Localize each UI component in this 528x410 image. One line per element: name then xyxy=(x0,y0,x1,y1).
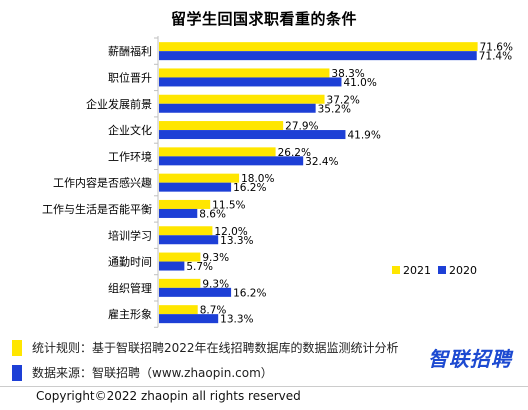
copyright-text: Copyright©2022 zhaopin all rights reserv… xyxy=(36,389,301,403)
data-label-2021: 37.2% xyxy=(327,94,360,106)
data-label-2020: 41.0% xyxy=(343,77,376,89)
data-label-2021: 38.3% xyxy=(331,68,364,80)
data-label-2020: 16.2% xyxy=(233,182,266,194)
footnote-rule: 统计规则：基于智联招聘2022年在线招聘数据库的数据监测统计分析 xyxy=(12,339,399,356)
category-label: 工作环境 xyxy=(108,149,152,163)
data-label-2020: 35.2% xyxy=(318,103,351,115)
bar-2021 xyxy=(159,252,201,262)
category-label: 薪酬福利 xyxy=(108,44,152,58)
bar-2020 xyxy=(159,182,232,192)
bar-2020 xyxy=(159,208,198,218)
bar-2021 xyxy=(159,68,330,78)
data-label-2021: 8.7% xyxy=(200,305,227,317)
bar-2021 xyxy=(159,42,478,52)
bar-chart: 薪酬福利 71.6%71.4%职位晋升 38.3%41.0%企业发展前景 37.2%3… xyxy=(42,36,513,328)
data-label-2020: 71.4% xyxy=(479,51,512,63)
footer-divider xyxy=(0,386,528,387)
bar-2021 xyxy=(159,173,240,183)
data-label-2021: 27.9% xyxy=(285,121,318,133)
category-label: 组织管理 xyxy=(108,281,152,295)
data-label-2020: 41.9% xyxy=(347,130,380,142)
bar-2020 xyxy=(159,156,304,166)
data-label-2021: 9.3% xyxy=(202,278,229,290)
bar-2020 xyxy=(159,51,477,61)
category-label: 培训学习 xyxy=(108,228,152,242)
footnote-source: 数据来源：智联招聘（www.zhaopin.com） xyxy=(12,364,273,381)
legend-swatch-2020 xyxy=(438,266,446,274)
data-label-2020: 13.3% xyxy=(220,314,253,326)
bar-2020 xyxy=(159,130,346,140)
bar-2020 xyxy=(159,77,342,87)
data-label-2021: 12.0% xyxy=(214,226,247,238)
legend-label-2020: 2020 xyxy=(449,264,477,277)
category-label: 雇主形象 xyxy=(108,307,152,321)
bar-2021 xyxy=(159,278,201,288)
category-label: 企业文化 xyxy=(108,123,152,137)
data-label-2021: 9.3% xyxy=(202,252,229,264)
data-label-2021: 71.6% xyxy=(480,42,513,54)
bar-2020 xyxy=(159,287,232,297)
bar-2021 xyxy=(159,199,211,209)
category-label: 职位晋升 xyxy=(108,70,152,84)
chart-title: 留学生回国求职看重的条件 xyxy=(170,10,357,28)
data-label-2020: 5.7% xyxy=(186,261,213,273)
data-label-2021: 11.5% xyxy=(212,199,245,211)
data-label-2020: 32.4% xyxy=(305,156,338,168)
bar-2020 xyxy=(159,261,185,271)
data-label-2020: 16.2% xyxy=(233,287,266,299)
footnote-rule-swatch xyxy=(12,339,22,356)
brand-logo: 智联招聘 xyxy=(428,347,512,371)
bar-2020 xyxy=(159,314,219,324)
legend-swatch-2021 xyxy=(392,266,400,274)
category-label: 工作内容是否感兴趣 xyxy=(53,176,152,190)
category-label: 企业发展前景 xyxy=(86,97,152,111)
footnote-source-text: 数据来源：智联招聘（www.zhaopin.com） xyxy=(32,366,273,380)
bar-2021 xyxy=(159,121,284,131)
data-label-2020: 13.3% xyxy=(220,235,253,247)
bar-2021 xyxy=(159,94,325,104)
legend-label-2021: 2021 xyxy=(403,264,431,277)
footnote-rule-text: 统计规则：基于智联招聘2022年在线招聘数据库的数据监测统计分析 xyxy=(32,341,399,355)
bar-2021 xyxy=(159,305,198,315)
category-label: 工作与生活是否能平衡 xyxy=(42,202,152,216)
data-label-2020: 8.6% xyxy=(199,208,226,220)
data-label-2021: 18.0% xyxy=(241,173,274,185)
bar-2021 xyxy=(159,226,213,236)
bar-2021 xyxy=(159,147,276,157)
bar-2020 xyxy=(159,235,219,245)
footnote-source-swatch xyxy=(12,364,22,381)
category-label: 通勤时间 xyxy=(108,256,152,269)
bar-2020 xyxy=(159,103,316,113)
data-label-2021: 26.2% xyxy=(278,147,311,159)
